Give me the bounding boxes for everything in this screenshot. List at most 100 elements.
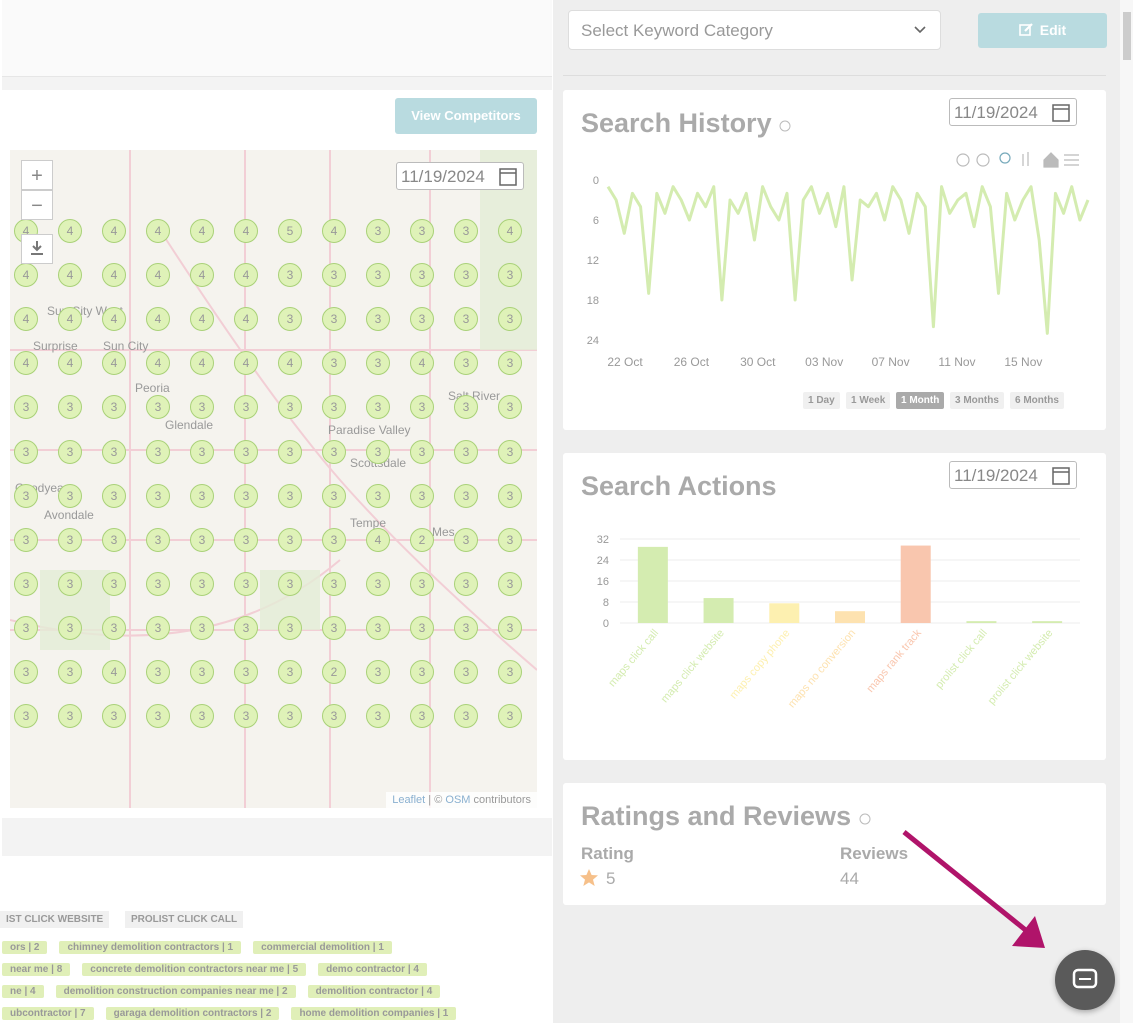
rank-dot[interactable]: 3 — [366, 571, 390, 596]
range-button[interactable]: 1 Day — [803, 392, 840, 409]
keyword-chip[interactable]: demolition construction companies near m… — [55, 985, 296, 998]
rank-dot[interactable]: 4 — [146, 351, 170, 376]
rank-dot[interactable]: 4 — [366, 527, 390, 552]
actions-date[interactable]: 11/19/2024 — [949, 461, 1077, 489]
rank-dot[interactable]: 4 — [58, 351, 82, 376]
rank-dot[interactable]: 3 — [454, 395, 478, 420]
rank-dot[interactable]: 3 — [102, 439, 126, 464]
rank-dot[interactable]: 3 — [146, 660, 170, 684]
rank-dot[interactable]: 3 — [410, 571, 434, 596]
rank-dot[interactable]: 3 — [278, 439, 302, 464]
rank-dot[interactable]: 3 — [366, 219, 390, 243]
chart-toolbar[interactable] — [956, 152, 1079, 168]
keyword-chip[interactable]: demolition contractor | 4 — [307, 985, 441, 998]
rank-dot[interactable]: 3 — [498, 483, 522, 508]
rank-dot[interactable]: 3 — [410, 615, 434, 640]
filter-tag[interactable]: IST CLICK WEBSITE — [0, 911, 110, 928]
rank-dot[interactable]: 3 — [278, 660, 302, 684]
rank-dot[interactable]: 3 — [498, 351, 522, 376]
rank-dot[interactable]: 3 — [58, 395, 82, 420]
rank-dot[interactable]: 3 — [102, 615, 126, 640]
leaflet-link[interactable]: Leaflet — [392, 794, 426, 806]
rank-dot[interactable]: 4 — [58, 219, 82, 243]
rank-dot[interactable]: 4 — [58, 263, 82, 288]
rank-dot[interactable]: 4 — [102, 307, 126, 332]
scroll-thumb[interactable] — [1123, 12, 1131, 60]
rank-dot[interactable]: 3 — [322, 263, 346, 288]
rank-dot[interactable]: 3 — [14, 483, 38, 508]
rank-dot[interactable]: 3 — [234, 527, 258, 552]
edit-button[interactable]: Edit — [978, 13, 1107, 48]
keyword-chip[interactable]: near me | 8 — [2, 963, 71, 976]
rank-dot[interactable]: 3 — [322, 483, 346, 508]
rank-dot[interactable]: 4 — [58, 307, 82, 332]
rank-dot[interactable]: 3 — [58, 615, 82, 640]
rank-dot[interactable]: 4 — [190, 307, 214, 332]
rank-dot[interactable]: 3 — [410, 483, 434, 508]
rank-dot[interactable]: 3 — [454, 219, 478, 243]
keyword-chip[interactable]: ubcontractor | 7 — [2, 1007, 94, 1020]
rank-dot[interactable]: 3 — [146, 571, 170, 596]
rank-dot[interactable]: 3 — [234, 571, 258, 596]
rank-dot[interactable]: 3 — [278, 263, 302, 288]
rank-dot[interactable]: 3 — [366, 704, 390, 729]
rank-dot[interactable]: 4 — [14, 307, 38, 332]
rank-dot[interactable]: 3 — [234, 704, 258, 729]
chat-button[interactable] — [1055, 950, 1115, 1010]
rank-dot[interactable]: 3 — [278, 571, 302, 596]
rank-dot[interactable]: 3 — [146, 439, 170, 464]
keyword-chip[interactable]: home demolition companies | 1 — [291, 1007, 457, 1020]
rank-dot[interactable]: 3 — [278, 307, 302, 332]
rank-dot[interactable]: 4 — [234, 351, 258, 376]
rank-dot[interactable]: 3 — [454, 263, 478, 288]
rank-dot[interactable]: 3 — [498, 395, 522, 420]
download-button[interactable] — [21, 234, 53, 264]
scrollbar[interactable] — [1120, 0, 1133, 1023]
rank-dot[interactable]: 3 — [454, 571, 478, 596]
range-button[interactable]: 6 Months — [1010, 392, 1064, 409]
keyword-chip[interactable]: ors | 2 — [2, 941, 48, 954]
range-button[interactable]: 3 Months — [950, 392, 1004, 409]
rank-dot[interactable]: 4 — [102, 660, 126, 684]
rank-dot[interactable]: 5 — [278, 219, 302, 243]
rank-dot[interactable]: 3 — [454, 660, 478, 684]
rank-dot[interactable]: 3 — [410, 704, 434, 729]
rank-dot[interactable]: 3 — [366, 307, 390, 332]
rank-dot[interactable]: 3 — [190, 571, 214, 596]
rank-dot[interactable]: 3 — [102, 483, 126, 508]
help-icon[interactable] — [779, 120, 791, 132]
keyword-chip[interactable]: ne | 4 — [2, 985, 44, 998]
rank-dot[interactable]: 3 — [190, 704, 214, 729]
rank-dot[interactable]: 4 — [410, 351, 434, 376]
rank-dot[interactable]: 3 — [14, 615, 38, 640]
rank-dot[interactable]: 4 — [234, 263, 258, 288]
rank-dot[interactable]: 3 — [410, 395, 434, 420]
history-date[interactable]: 11/19/2024 — [949, 98, 1077, 126]
rank-dot[interactable]: 4 — [498, 219, 522, 243]
rank-dot[interactable]: 4 — [322, 219, 346, 243]
rank-dot[interactable]: 4 — [278, 351, 302, 376]
rank-dot[interactable]: 2 — [322, 660, 346, 684]
help-icon[interactable] — [859, 813, 871, 825]
rank-dot[interactable]: 3 — [366, 483, 390, 508]
rank-dot[interactable]: 3 — [454, 439, 478, 464]
rank-dot[interactable]: 3 — [14, 571, 38, 596]
keyword-chip[interactable]: demo contractor | 4 — [318, 963, 427, 976]
rank-dot[interactable]: 3 — [102, 527, 126, 552]
rank-dot[interactable]: 3 — [234, 395, 258, 420]
zoom-out[interactable]: − — [21, 190, 53, 220]
rank-dot[interactable]: 4 — [234, 307, 258, 332]
rank-dot[interactable]: 4 — [14, 263, 38, 288]
rank-dot[interactable]: 3 — [234, 439, 258, 464]
rank-dot[interactable]: 3 — [58, 660, 82, 684]
rank-dot[interactable]: 3 — [190, 483, 214, 508]
rank-dot[interactable]: 3 — [322, 615, 346, 640]
rank-dot[interactable]: 3 — [366, 660, 390, 684]
keyword-chip[interactable]: concrete demolition contractors near me … — [82, 963, 307, 976]
rank-dot[interactable]: 4 — [14, 351, 38, 376]
rank-dot[interactable]: 4 — [190, 263, 214, 288]
rank-dot[interactable]: 3 — [410, 307, 434, 332]
rank-dot[interactable]: 4 — [102, 219, 126, 243]
keyword-chip[interactable]: garaga demolition contractors | 2 — [105, 1007, 280, 1020]
osm-link[interactable]: OSM — [445, 794, 471, 806]
